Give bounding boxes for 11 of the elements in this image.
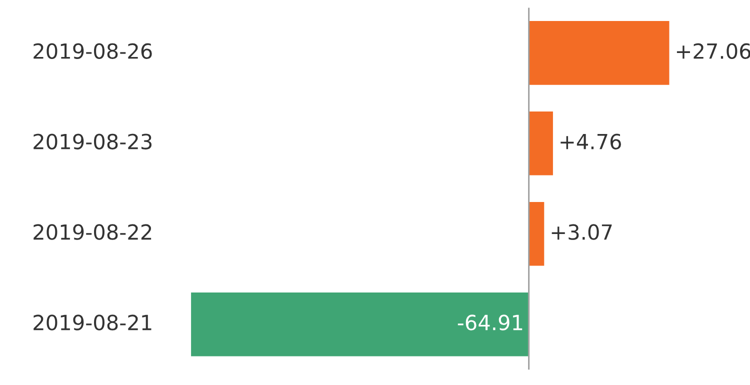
bar: [190, 291, 530, 358]
y-tick-label: 2019-08-26: [34, 43, 152, 59]
bar: [528, 200, 546, 268]
y-tick-label: 2019-08-21: [34, 314, 152, 330]
data-label: +3.07: [552, 224, 612, 240]
bar: [528, 20, 671, 86]
y-tick-label: 2019-08-23: [34, 134, 152, 150]
y-tick-label: 2019-08-22: [34, 224, 152, 240]
data-label: +4.76: [560, 134, 621, 150]
data-label: -64.91: [458, 314, 522, 330]
bar: [528, 110, 554, 177]
